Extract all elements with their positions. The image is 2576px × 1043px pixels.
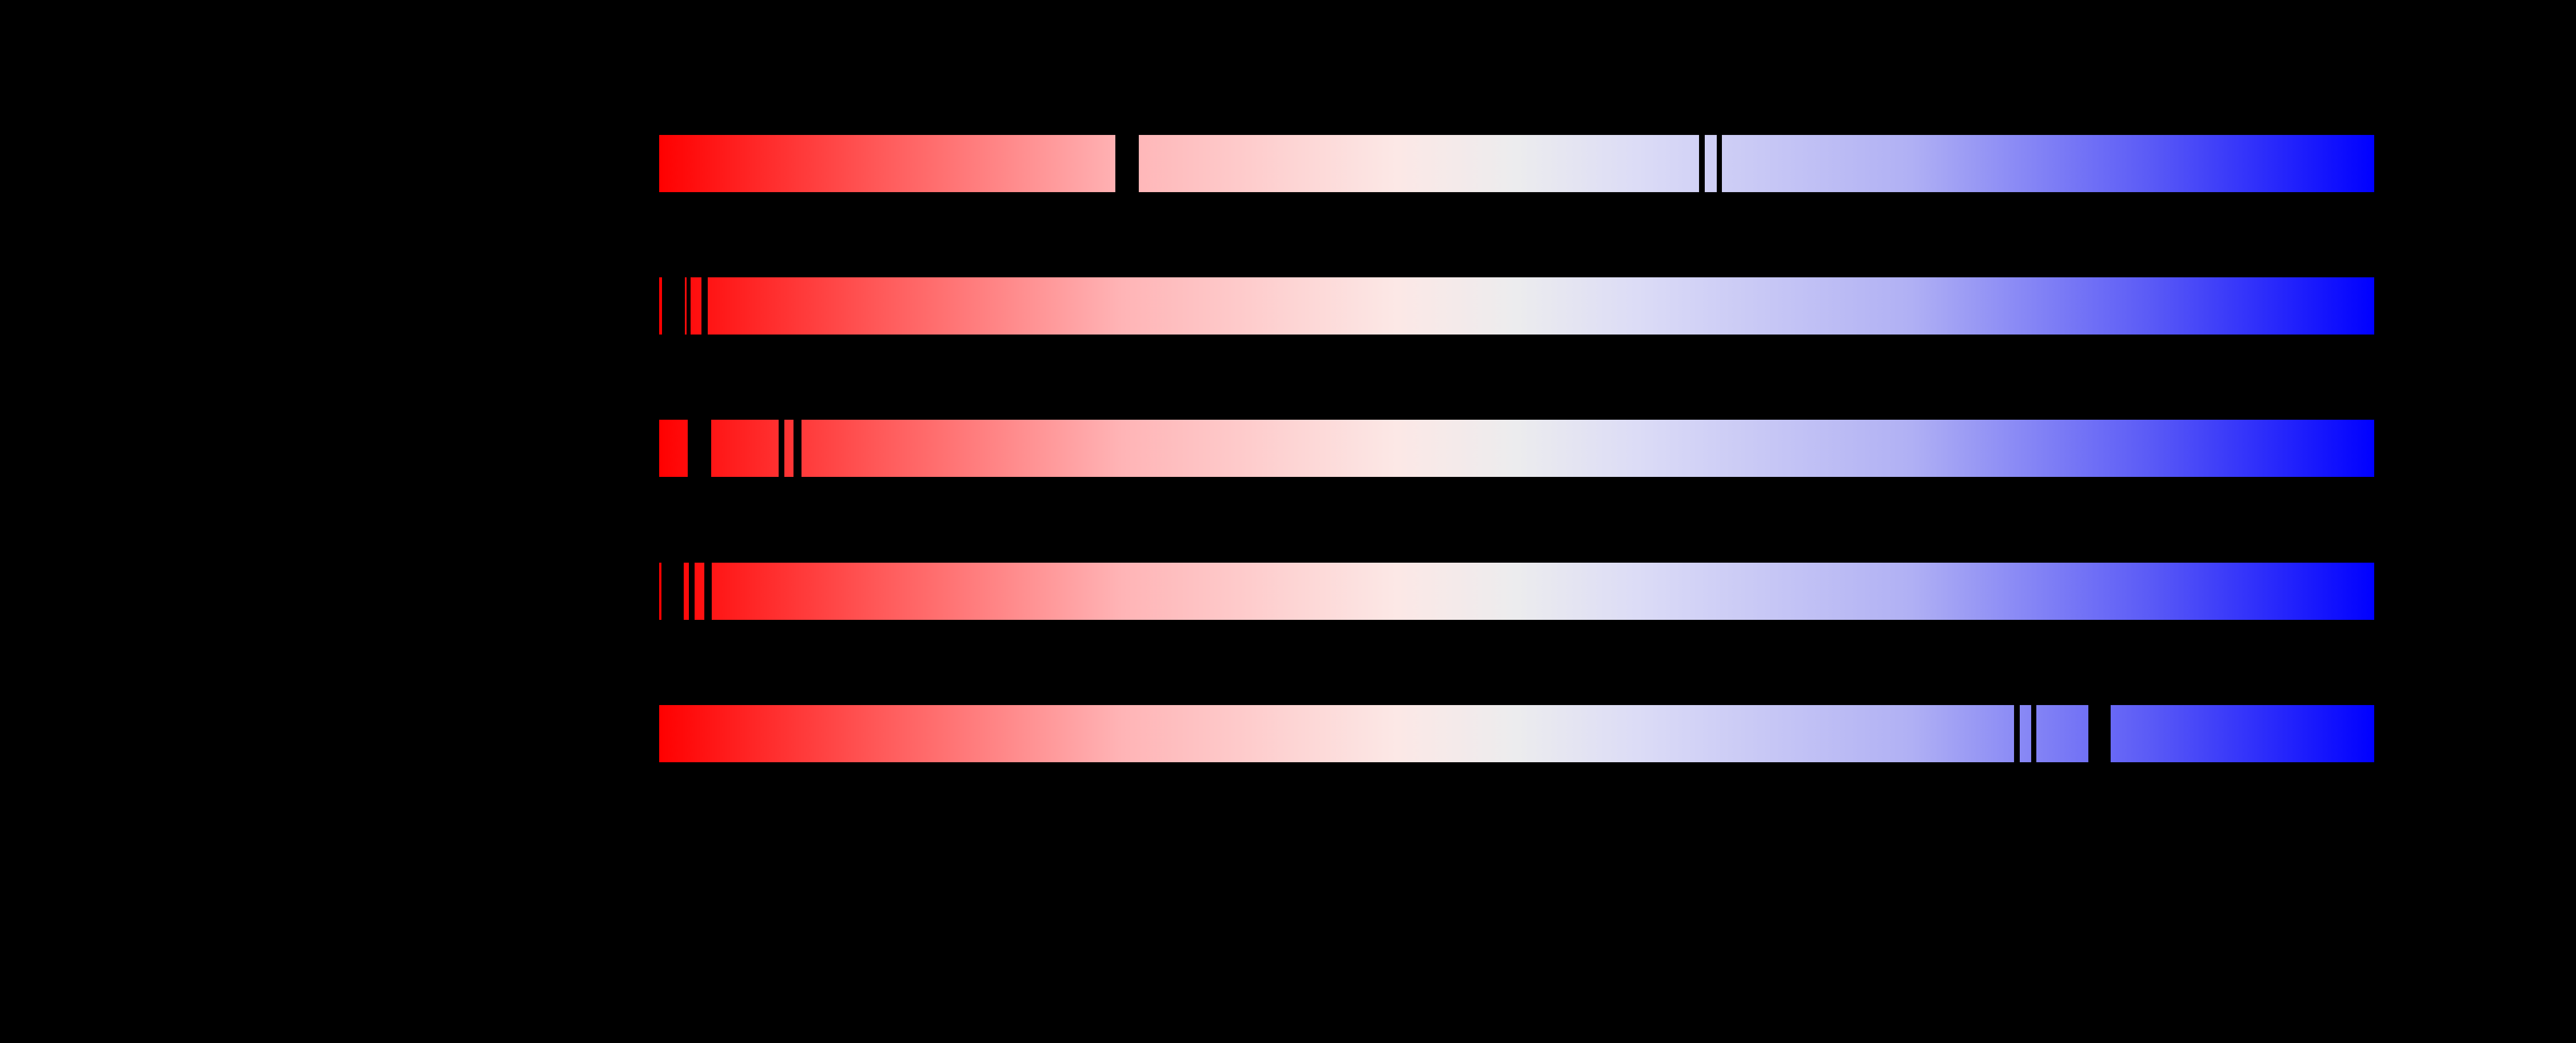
marker-line-wide [661, 562, 684, 620]
marker-line-thin [2013, 705, 2020, 762]
gradient-bar-2 [659, 277, 2374, 335]
marker-line-thin [686, 277, 691, 335]
marker-line-thin [793, 419, 801, 477]
marker-line-thin [1717, 135, 1722, 192]
marker-line-thin [701, 277, 708, 335]
marker-line-wide [2088, 705, 2111, 762]
marker-line-thin [688, 562, 695, 620]
marker-line-thin [704, 562, 712, 620]
marker-line-wide [662, 277, 685, 335]
gradient-bar-5 [659, 705, 2374, 762]
marker-line-wide [688, 419, 712, 477]
marker-line-thin [2031, 705, 2036, 762]
marker-line-thin [1698, 135, 1705, 192]
marker-line-thin [779, 419, 784, 477]
marker-line-wide [1115, 135, 1139, 192]
gradient-bar-4 [659, 562, 2374, 620]
gradient-bar-1 [659, 135, 2374, 192]
gradient-bar-3 [659, 419, 2374, 477]
